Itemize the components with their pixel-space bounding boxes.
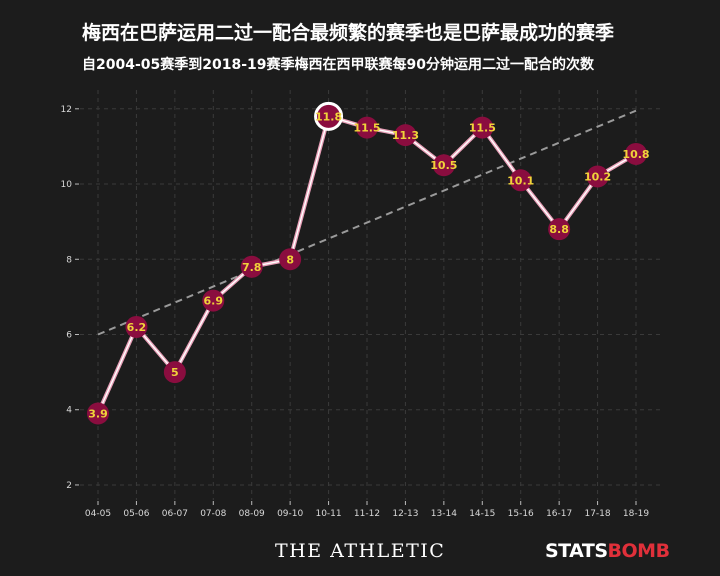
x-axis: 04-05 05-06 06-07 07-08 08-09 09-10 10-11 11-12… — [85, 501, 649, 519]
y-tick-label: 10 — [61, 180, 73, 190]
data-label: 10.8 — [622, 148, 649, 161]
x-tick-label: 05-06 — [123, 509, 149, 519]
data-label: 6.9 — [204, 295, 224, 308]
data-point — [471, 116, 494, 139]
data-label: 10.2 — [584, 171, 611, 184]
trend-line-dashed — [97, 109, 637, 336]
y-tick-label: 6 — [66, 330, 72, 340]
data-label: 11.5 — [353, 122, 380, 135]
data-label: 10.1 — [507, 174, 534, 187]
chart-subtitle: 自2004-05赛季到2018-19赛季梅西在西甲联赛每90分钟运用二过一配合的… — [82, 57, 594, 73]
data-point — [394, 124, 417, 147]
data-point — [356, 116, 378, 139]
data-points: 3.9 6.2 5 6.9 7.8 8 11.8 11.5 11.3 10.5 11.5 10.1 8.… — [87, 101, 650, 425]
x-tick-label: 18-19 — [623, 509, 649, 519]
data-label: 3.9 — [88, 407, 108, 420]
data-point — [125, 315, 148, 338]
data-label: 11.5 — [469, 122, 496, 135]
data-label: 6.2 — [127, 321, 147, 334]
y-tick-label: 8 — [66, 255, 72, 265]
y-axis: 2 4 6 8 10 12 — [61, 105, 79, 491]
x-tick-label: 07-08 — [200, 509, 226, 519]
data-point — [548, 218, 571, 241]
x-tick-label: 04-05 — [85, 509, 111, 519]
x-tick-label: 11-12 — [354, 509, 380, 519]
data-point — [202, 289, 225, 312]
x-tick-label: 16-17 — [546, 509, 572, 519]
data-label: 8.8 — [549, 223, 569, 236]
y-tick-label: 2 — [66, 481, 72, 491]
y-tick-label: 12 — [61, 105, 72, 115]
statsbomb-logo: STATSBOMB — [545, 540, 670, 562]
data-point-highlight — [314, 101, 344, 131]
data-point — [279, 248, 302, 271]
data-point — [163, 361, 186, 384]
data-point — [240, 255, 263, 278]
grid — [80, 90, 660, 500]
x-tick-label: 17-18 — [584, 509, 610, 519]
data-label: 8 — [286, 253, 294, 266]
x-tick-label: 12-13 — [392, 509, 418, 519]
data-point — [509, 169, 532, 192]
x-tick-label: 06-07 — [162, 509, 188, 519]
data-label: 11.3 — [392, 129, 419, 142]
data-point — [625, 142, 647, 165]
chart-title: 梅西在巴萨运用二过一配合最频繁的赛季也是巴萨最成功的赛季 — [82, 22, 615, 44]
statsbomb-logo-part-b: BOMB — [607, 540, 671, 562]
x-tick-label: 14-15 — [469, 509, 495, 519]
data-point — [586, 165, 609, 188]
x-tick-label: 13-14 — [431, 509, 457, 519]
y-tick-label: 4 — [66, 406, 72, 416]
x-tick-label: 10-11 — [315, 509, 341, 519]
data-label: 11.8 — [315, 110, 342, 123]
trend-line — [97, 109, 637, 336]
x-tick-label: 15-16 — [508, 509, 534, 519]
x-tick-label: 08-09 — [239, 509, 265, 519]
data-point — [432, 154, 455, 177]
statsbomb-logo-part-a: STATS — [545, 540, 608, 562]
data-point — [87, 402, 109, 425]
data-label: 5 — [171, 366, 179, 379]
the-athletic-logo: THE ATHLETIC — [275, 540, 446, 562]
data-label: 10.5 — [430, 159, 457, 172]
x-tick-label: 09-10 — [277, 509, 303, 519]
data-label: 7.8 — [242, 261, 262, 274]
